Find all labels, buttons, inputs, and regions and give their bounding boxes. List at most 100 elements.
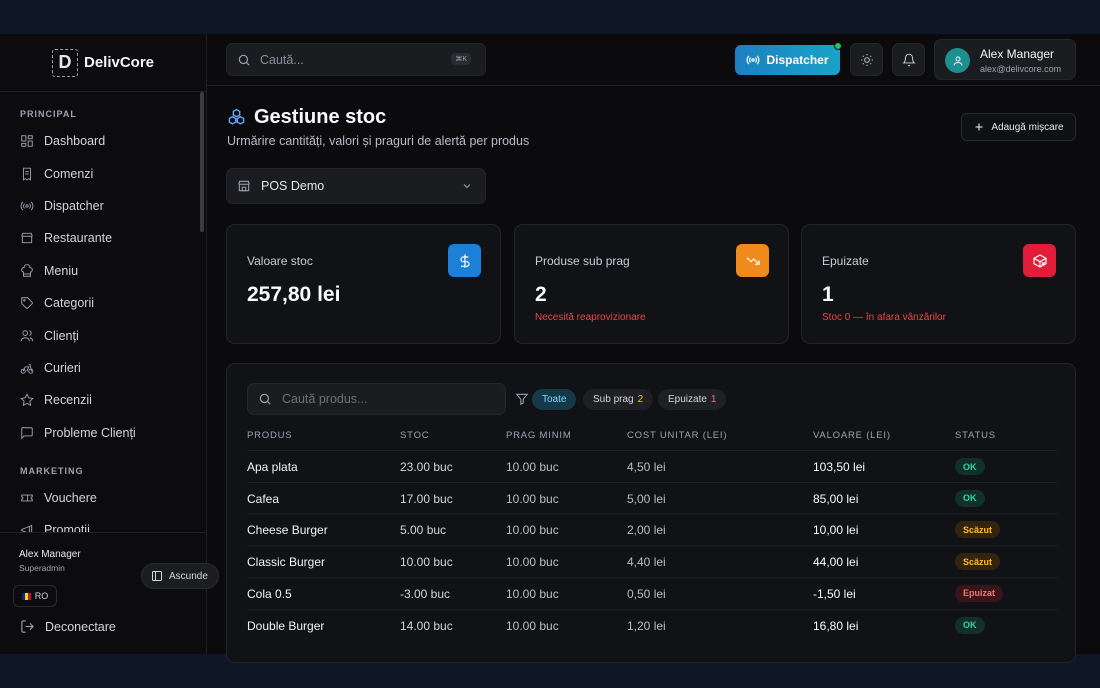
megaphone-icon (20, 523, 34, 532)
logout-button[interactable]: Deconectare (20, 619, 116, 634)
status-badge: OK (955, 458, 985, 475)
product-name: Cheese Burger (247, 523, 328, 538)
unit-cost: 5,00 lei (627, 491, 666, 506)
sidebar-item-vouchere[interactable]: Vouchere (0, 482, 206, 514)
total-value: -1,50 lei (813, 586, 856, 601)
flag-ro-icon (21, 592, 31, 600)
product-name: Cafea (247, 491, 280, 506)
column-header[interactable]: COST UNITAR (LEI) (627, 430, 728, 441)
sidebar-item-label: Curieri (44, 360, 81, 375)
panel-left-icon (152, 571, 162, 581)
stock-value: 10.00 buc (400, 555, 453, 570)
filter-chip-out[interactable]: Epuizate 1 (658, 389, 727, 410)
column-header[interactable]: STOC (400, 430, 430, 441)
sidebar-scrollbar[interactable] (200, 92, 204, 232)
unit-cost: 4,50 lei (627, 460, 666, 474)
sidebar-item-dispatcher[interactable]: Dispatcher (0, 190, 206, 222)
status-badge: Scăzut (955, 553, 1001, 571)
total-value: 10,00 lei (813, 523, 859, 538)
status-badge: OK (955, 489, 985, 507)
online-status-dot (834, 42, 842, 50)
app-window: D DelivCore PRINCIPAL Dashboard Comenzi Dis… (0, 34, 1100, 663)
product-search-input[interactable] (282, 392, 482, 406)
filter-chip-all[interactable]: Toate (532, 389, 577, 410)
sidebar-item-categorii[interactable]: Categorii (0, 287, 206, 319)
stat-card: Valoare stoc 257,80 lei (226, 224, 501, 344)
table-row[interactable]: Double Burger 14.00 buc 10.00 buc 1,20 lei 1… (247, 608, 1057, 641)
status-badge: OK (955, 616, 985, 634)
user-icon (953, 56, 962, 66)
dispatcher-label: Dispatcher (766, 53, 829, 67)
table-row[interactable]: Cola 0.5 -3.00 buc 10.00 buc 0,50 lei -1,50 … (247, 576, 1057, 609)
stat-card-note: Stoc 0 — în afara vânzărilor (822, 312, 946, 323)
plus-icon (975, 123, 983, 131)
add-movement-button[interactable]: Adaugă mișcare (961, 113, 1076, 141)
chevron-down-icon (463, 184, 471, 189)
trend-down-icon (736, 244, 769, 277)
hide-sidebar-label: Ascunde (169, 570, 208, 582)
sidebar-user-name: Alex Manager (19, 549, 81, 560)
topbar: ⌘K Dispatcher Alex Manager alex@delivcor… (207, 34, 1100, 86)
bell-icon (901, 53, 916, 66)
stat-card-value: 2 (535, 283, 547, 306)
sidebar-item-probleme-clienți[interactable]: Probleme Clienți (0, 417, 206, 449)
sidebar-item-restaurante[interactable]: Restaurante (0, 222, 206, 254)
filter-chip-low[interactable]: Sub prag 2 (583, 389, 654, 410)
theme-toggle-button[interactable] (850, 43, 883, 76)
product-name: Double Burger (247, 618, 325, 633)
sidebar-item-label: Meniu (44, 263, 79, 278)
stock-value: 14.00 buc (400, 618, 453, 633)
location-select[interactable]: POS Demo (226, 168, 486, 204)
sidebar-item-label: Comenzi (44, 166, 94, 181)
stock-value: 5.00 buc (400, 523, 447, 538)
language-selector[interactable]: RO (13, 585, 57, 607)
profile-email: alex@delivcore.com (980, 64, 1062, 74)
product-name: Cola 0.5 (247, 586, 292, 601)
total-value: 85,00 lei (813, 491, 859, 506)
global-search[interactable]: ⌘K (226, 43, 486, 76)
stat-card-label: Epuizate (822, 254, 869, 268)
table-row[interactable]: Cheese Burger 5.00 buc 10.00 buc 2,00 lei 10… (247, 513, 1057, 545)
column-header[interactable]: PRAG MINIM (506, 430, 572, 441)
star-icon (20, 393, 34, 407)
filter-chip-label: Epuizate (668, 394, 707, 405)
unit-cost: 4,40 lei (627, 555, 666, 570)
orders-icon (20, 167, 34, 181)
logo[interactable]: D DelivCore (51, 48, 154, 77)
table-row[interactable]: Cafea 17.00 buc 10.00 buc 5,00 lei 85,00 lei… (247, 481, 1057, 514)
min-threshold: 10.00 buc (506, 460, 559, 474)
sidebar-item-clienți[interactable]: Clienți (0, 319, 206, 351)
table-row[interactable]: Apa plata 23.00 buc 10.00 buc 4,50 lei 103,5… (247, 450, 1057, 482)
column-header[interactable]: VALOARE (LEI) (813, 430, 891, 441)
dispatcher-button[interactable]: Dispatcher (735, 45, 840, 75)
profile-menu[interactable]: Alex Manager alex@delivcore.com (934, 39, 1076, 80)
column-header[interactable]: PRODUS (247, 430, 293, 441)
sidebar-item-promoții[interactable]: Promoții (0, 514, 206, 532)
column-header[interactable]: STATUS (955, 430, 996, 441)
tag-icon (20, 296, 34, 310)
table-row[interactable]: Classic Burger 10.00 buc 10.00 buc 4,40 lei… (247, 545, 1057, 577)
hide-sidebar-button[interactable]: Ascunde (141, 563, 219, 589)
filter-chip-count: 1 (710, 394, 717, 405)
sidebar-nav: PRINCIPAL Dashboard Comenzi Dispatcher Resta… (0, 92, 206, 532)
min-threshold: 10.00 buc (506, 491, 559, 506)
sun-icon (860, 53, 873, 66)
sidebar-item-label: Probleme Clienți (44, 425, 136, 440)
sidebar-item-curieri[interactable]: Curieri (0, 352, 206, 384)
notifications-button[interactable] (892, 43, 925, 76)
sidebar-item-meniu[interactable]: Meniu (0, 255, 206, 287)
min-threshold: 10.00 buc (506, 523, 559, 538)
stat-card-label: Produse sub prag (535, 254, 630, 268)
sidebar-item-recenzii[interactable]: Recenzii (0, 384, 206, 416)
sidebar-item-comenzi[interactable]: Comenzi (0, 157, 206, 189)
sidebar-item-dashboard[interactable]: Dashboard (0, 125, 206, 157)
dashboard-icon (20, 134, 34, 148)
stock-boxes-icon (228, 108, 245, 125)
min-threshold: 10.00 buc (506, 586, 559, 601)
global-search-input[interactable] (260, 52, 440, 67)
language-label: RO (34, 591, 49, 601)
unit-cost: 2,00 lei (627, 523, 666, 538)
product-search[interactable] (247, 383, 506, 415)
sidebar-footer: Alex Manager Superadmin Ascunde RO Decon… (0, 532, 219, 654)
